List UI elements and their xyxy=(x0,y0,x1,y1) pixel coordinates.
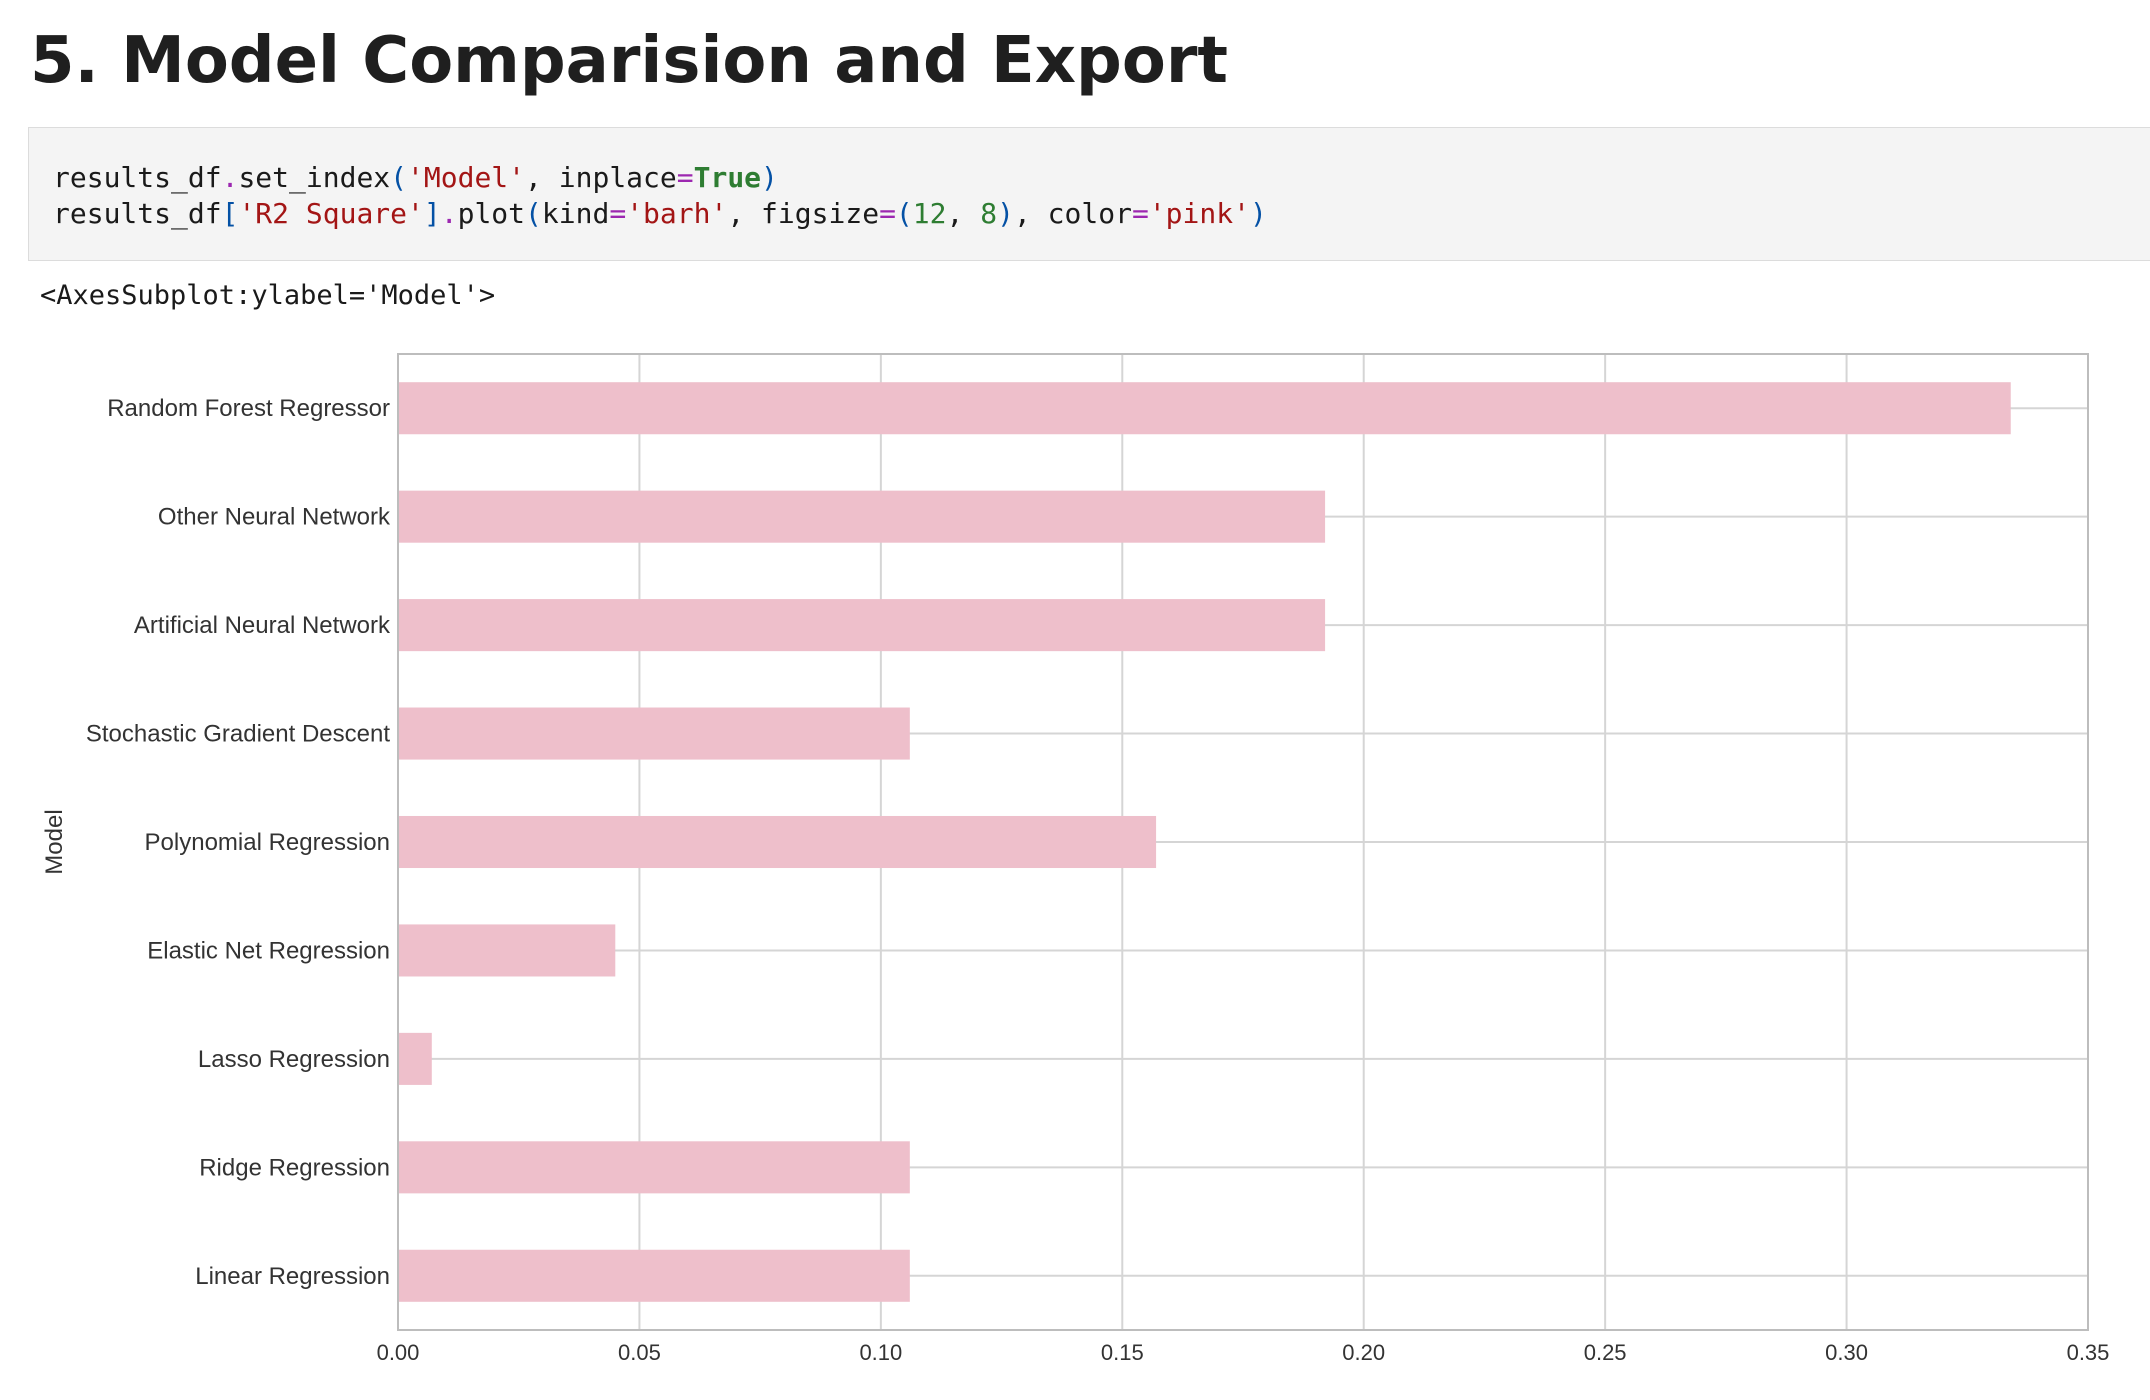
code-token: plot xyxy=(457,197,526,230)
x-tick-label: 0.35 xyxy=(2067,1340,2110,1365)
code-token: [ xyxy=(221,197,239,230)
x-tick-label: 0.05 xyxy=(618,1340,661,1365)
code-token: ( xyxy=(390,161,408,194)
code-line-2: results_df['R2 Square'].plot(kind='barh'… xyxy=(53,196,1267,232)
code-line-1: results_df.set_index('Model', inplace=Tr… xyxy=(53,160,778,196)
code-token: = xyxy=(1131,197,1149,230)
bar xyxy=(398,1249,910,1302)
y-axis-label: Model xyxy=(41,809,68,874)
code-token: , xyxy=(946,197,981,230)
y-tick-label: Elastic Net Regression xyxy=(147,937,390,964)
code-token: , figsize xyxy=(727,197,880,230)
code-token: ) xyxy=(1249,197,1267,230)
code-token: = xyxy=(676,161,694,194)
code-token: 'pink' xyxy=(1148,197,1250,230)
code-token: . xyxy=(221,161,239,194)
code-token: ] xyxy=(423,197,441,230)
code-token: kind xyxy=(541,197,610,230)
y-tick-label: Lasso Regression xyxy=(198,1046,390,1073)
y-tick-label: Ridge Regression xyxy=(199,1154,390,1181)
bar xyxy=(398,815,1157,869)
code-token: results_df xyxy=(53,161,222,194)
x-tick-label: 0.20 xyxy=(1342,1340,1385,1365)
cell-output-text: <AxesSubplot:ylabel='Model'> xyxy=(40,280,496,311)
code-token: = xyxy=(879,197,896,230)
y-tick-label: Random Forest Regressor xyxy=(107,395,390,422)
bar xyxy=(398,707,910,760)
bar-chart: 0.00 0.05 0.10 0.15 0.20 0.25 0.30 0.35 Random F… xyxy=(41,353,2110,1365)
x-tick-label: 0.25 xyxy=(1584,1340,1627,1365)
code-token: 8 xyxy=(980,197,998,230)
code-token: ) xyxy=(761,161,778,194)
y-tick-label: Artificial Neural Network xyxy=(134,612,391,639)
code-cell[interactable]: results_df.set_index('Model', inplace=Tr… xyxy=(28,127,2150,261)
code-token: , color xyxy=(1013,197,1132,230)
code-token: . xyxy=(440,197,458,230)
code-token: ) xyxy=(997,197,1014,230)
bar xyxy=(398,1032,432,1085)
code-token: ( xyxy=(895,197,913,230)
code-token: 'R2 Square' xyxy=(238,197,424,230)
code-token: , inplace xyxy=(525,161,677,194)
section-heading: 5. Model Comparision and Export xyxy=(30,24,1228,98)
bar xyxy=(398,599,1326,652)
bar xyxy=(398,490,1326,543)
y-tick-label: Polynomial Regression xyxy=(145,829,390,856)
plot-frame xyxy=(397,353,2089,1331)
y-tick-label: Stochastic Gradient Descent xyxy=(86,721,390,748)
code-token: 'barh' xyxy=(626,197,728,230)
code-token: 'Model' xyxy=(407,161,526,194)
x-tick-label: 0.30 xyxy=(1825,1340,1868,1365)
y-tick-label: Linear Regression xyxy=(195,1263,390,1290)
bar xyxy=(398,1141,910,1194)
code-token: results_df xyxy=(53,197,222,230)
x-tick-label: 0.10 xyxy=(859,1340,902,1365)
code-token: = xyxy=(609,197,627,230)
code-token: set_index xyxy=(238,161,391,194)
code-token: 12 xyxy=(912,197,947,230)
x-tick-label: 0.00 xyxy=(377,1340,420,1365)
bar xyxy=(398,924,616,977)
bar xyxy=(398,382,2011,435)
code-token: True xyxy=(693,161,762,194)
x-tick-label: 0.15 xyxy=(1101,1340,1144,1365)
code-token: ( xyxy=(525,197,542,230)
y-tick-label: Other Neural Network xyxy=(158,504,391,531)
